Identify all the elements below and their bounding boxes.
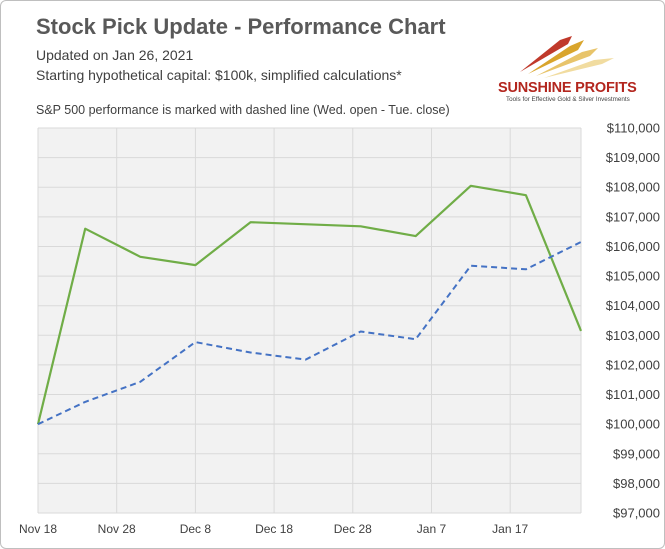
sunshine-profits-logo: SUNSHINE PROFITS Tools for Effective Gol…: [498, 32, 638, 106]
y-tick-label: $98,000: [613, 476, 660, 491]
y-tick-label: $105,000: [606, 269, 660, 284]
logo-arrows-icon: [520, 36, 614, 78]
x-tick-label: Dec 8: [180, 522, 212, 536]
y-tick-label: $99,000: [613, 446, 660, 461]
portfolio-line: [36, 184, 583, 425]
x-tick-label: Dec 18: [255, 522, 293, 536]
updated-date: Updated on Jan 26, 2021: [36, 47, 194, 63]
y-tick-label: $110,000: [607, 121, 660, 136]
plot-area: [38, 128, 581, 513]
logo-tagline: Tools for Effective Gold & Silver Invest…: [506, 96, 630, 103]
y-tick-label: $107,000: [606, 209, 660, 224]
logo-name: SUNSHINE PROFITS: [498, 80, 637, 96]
y-tick-label: $104,000: [606, 298, 660, 313]
x-tick-label: Jan 7: [417, 522, 447, 536]
y-tick-label: $101,000: [606, 387, 660, 402]
x-tick-label: Nov 28: [98, 522, 136, 536]
series-lines: [36, 184, 583, 426]
x-tick-label: Jan 17: [492, 522, 528, 536]
capital-note: Starting hypothetical capital: $100k, si…: [36, 67, 402, 83]
y-axis-ticks: $97,000 $98,000 $99,000 $100,000 $101,000 $10…: [606, 121, 660, 521]
x-tick-label: Dec 28: [334, 522, 372, 536]
y-tick-label: $102,000: [606, 357, 660, 372]
y-tick-label: $106,000: [606, 239, 660, 254]
y-tick-label: $108,000: [606, 180, 660, 195]
y-tick-label: $109,000: [606, 150, 660, 165]
sp500-line: [37, 241, 582, 426]
chart-title: Stock Pick Update - Performance Chart: [36, 14, 446, 39]
x-axis-ticks: Nov 18 Nov 28 Dec 8 Dec 18 Dec 28 Jan 7 Jan 17: [19, 522, 529, 536]
sp500-note: S&P 500 performance is marked with dashe…: [36, 103, 450, 117]
y-tick-label: $100,000: [606, 417, 660, 432]
gridlines: [38, 127, 581, 514]
x-gridlines: [37, 128, 582, 513]
y-tick-label: $97,000: [613, 506, 660, 521]
y-tick-label: $103,000: [606, 328, 660, 343]
x-tick-label: Nov 18: [19, 522, 57, 536]
